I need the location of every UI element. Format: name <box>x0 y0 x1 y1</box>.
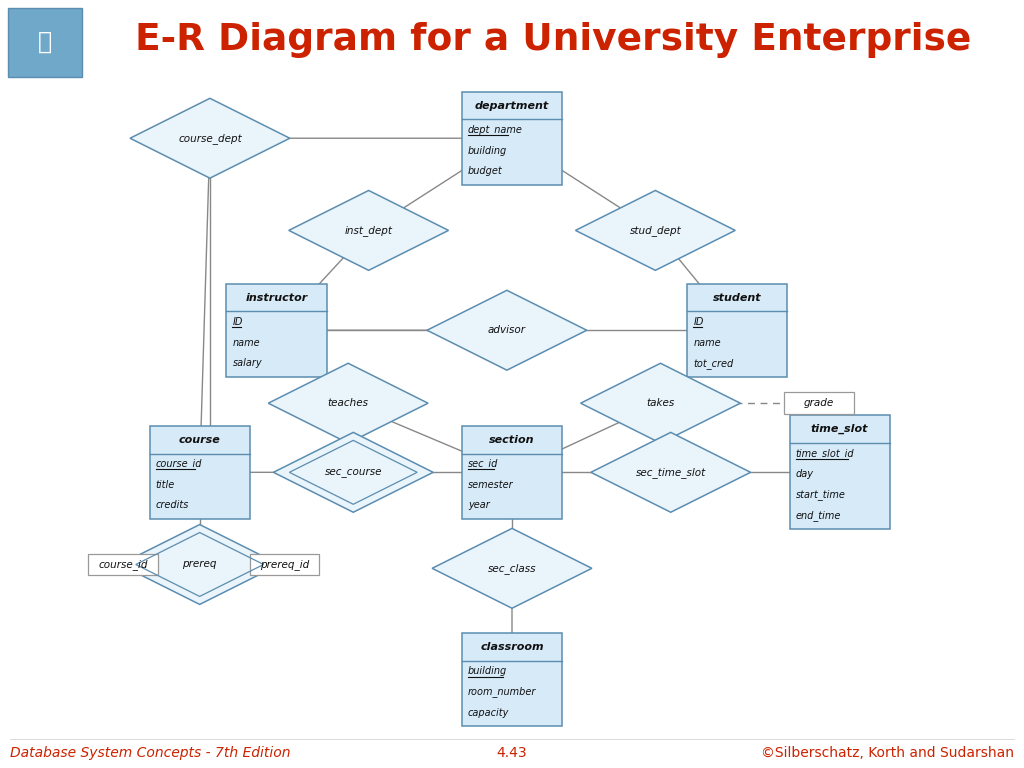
Text: sec_time_slot: sec_time_slot <box>636 467 706 478</box>
Text: sec_class: sec_class <box>487 563 537 574</box>
Text: course_dept: course_dept <box>178 133 242 144</box>
Polygon shape <box>575 190 735 270</box>
Text: inst_dept: inst_dept <box>345 225 392 236</box>
Text: title: title <box>156 479 175 490</box>
Text: instructor: instructor <box>246 293 307 303</box>
Polygon shape <box>130 98 290 178</box>
Bar <box>462 92 562 185</box>
Text: course: course <box>179 435 220 445</box>
Bar <box>790 415 890 529</box>
Text: ⛵: ⛵ <box>38 30 52 55</box>
Text: name: name <box>693 337 721 348</box>
Bar <box>150 425 250 519</box>
Text: course_id: course_id <box>156 458 202 469</box>
Bar <box>0 0 1024 81</box>
Text: prereq: prereq <box>182 559 217 570</box>
Text: semester: semester <box>468 479 514 490</box>
Text: course_id: course_id <box>98 559 147 570</box>
Bar <box>462 633 562 727</box>
Text: stud_dept: stud_dept <box>630 225 681 236</box>
Text: dept_name: dept_name <box>468 124 523 135</box>
Text: building: building <box>468 145 507 156</box>
Text: ID: ID <box>693 316 703 327</box>
Text: salary: salary <box>232 358 262 369</box>
Bar <box>226 284 327 377</box>
Text: classroom: classroom <box>480 642 544 652</box>
Polygon shape <box>289 190 449 270</box>
Bar <box>687 284 787 377</box>
Polygon shape <box>591 432 751 512</box>
Text: time_slot: time_slot <box>811 424 868 435</box>
Text: sec_id: sec_id <box>468 458 499 469</box>
Text: ID: ID <box>232 316 243 327</box>
Bar <box>250 554 319 575</box>
Text: 4.43: 4.43 <box>497 746 527 760</box>
Text: year: year <box>468 500 489 511</box>
Text: department: department <box>475 101 549 111</box>
Text: ©Silberschatz, Korth and Sudarshan: ©Silberschatz, Korth and Sudarshan <box>761 746 1014 760</box>
Bar <box>8 8 82 77</box>
Text: room_number: room_number <box>468 687 537 697</box>
Bar <box>784 392 854 414</box>
Text: Database System Concepts - 7th Edition: Database System Concepts - 7th Edition <box>10 746 291 760</box>
Polygon shape <box>581 363 740 443</box>
Text: grade: grade <box>804 398 835 409</box>
Polygon shape <box>432 528 592 608</box>
Polygon shape <box>268 363 428 443</box>
Text: teaches: teaches <box>328 398 369 409</box>
Text: building: building <box>468 666 507 677</box>
Text: name: name <box>232 337 260 348</box>
Text: budget: budget <box>468 166 503 177</box>
Polygon shape <box>273 432 433 512</box>
Bar <box>462 425 562 519</box>
Text: takes: takes <box>646 398 675 409</box>
Text: advisor: advisor <box>487 325 526 336</box>
Text: time_slot_id: time_slot_id <box>796 448 854 459</box>
Bar <box>88 554 158 575</box>
Polygon shape <box>427 290 587 370</box>
Text: capacity: capacity <box>468 707 509 718</box>
Text: day: day <box>796 469 814 479</box>
Text: end_time: end_time <box>796 510 841 521</box>
Text: credits: credits <box>156 500 189 511</box>
Polygon shape <box>120 525 280 604</box>
Text: E-R Diagram for a University Enterprise: E-R Diagram for a University Enterprise <box>135 22 971 58</box>
Text: section: section <box>489 435 535 445</box>
Text: student: student <box>713 293 762 303</box>
Text: sec_course: sec_course <box>325 467 382 478</box>
Text: tot_cred: tot_cred <box>693 358 733 369</box>
Text: prereq_id: prereq_id <box>260 559 309 570</box>
Text: start_time: start_time <box>796 489 846 501</box>
